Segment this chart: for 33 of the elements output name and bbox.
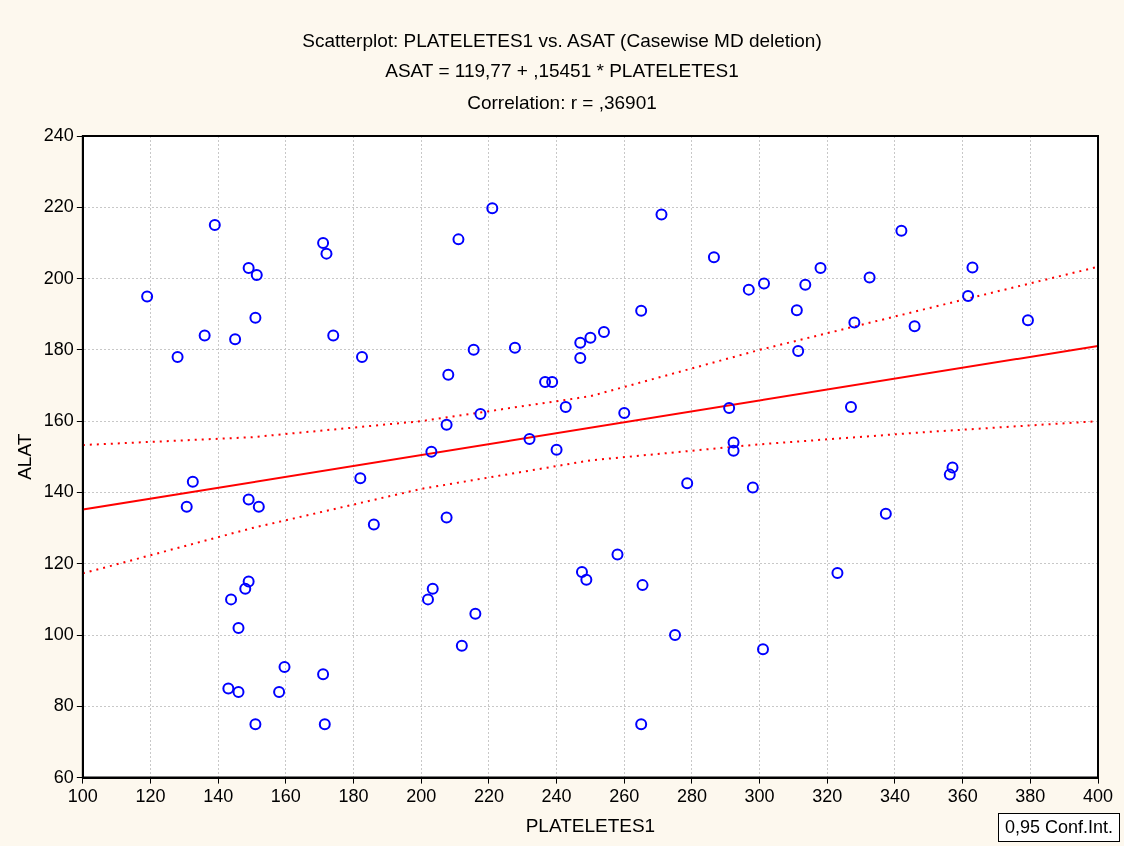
y-tick-label: 180 — [43, 338, 74, 359]
y-tick-label: 200 — [43, 267, 74, 288]
x-tick-label: 300 — [744, 786, 775, 807]
x-axis-title: PLATELETES1 — [525, 814, 656, 836]
x-tick-label: 280 — [676, 786, 707, 807]
x-tick-label: 140 — [203, 786, 234, 807]
text: 0,95 Conf.Int. — [997, 813, 1120, 842]
x-tick-label: 120 — [135, 786, 166, 807]
y-tick-label: 220 — [43, 196, 74, 217]
y-tick-label: 60 — [53, 766, 74, 787]
x-tick-label: 340 — [879, 786, 910, 807]
text: Correlation: r = ,36901 — [466, 92, 658, 114]
y-tick-label: 120 — [43, 552, 74, 573]
y-tick-label: 240 — [43, 124, 74, 145]
x-tick-label: 260 — [609, 786, 640, 807]
y-tick-label: 160 — [43, 410, 74, 431]
x-tick-label: 220 — [473, 786, 504, 807]
x-tick-label: 360 — [947, 786, 978, 807]
x-tick-label: 100 — [67, 786, 98, 807]
x-tick-label: 240 — [541, 786, 572, 807]
y-tick-label: 80 — [53, 695, 74, 716]
x-tick-label: 160 — [270, 786, 301, 807]
x-tick-label: 320 — [812, 786, 843, 807]
line-series — [82, 265, 1098, 447]
x-tick-label: 180 — [338, 786, 369, 807]
x-tick-label: 400 — [1082, 786, 1114, 807]
y-tick-label: 140 — [43, 481, 74, 502]
chart-subtitle: ASAT = 119,77 + ,15451 * PLATELETES1 — [384, 60, 740, 82]
chart-title: Scatterplot: PLATELETES1 vs. ASAT (Casewise MD deletion) — [301, 30, 823, 52]
y-tick-label: 100 — [43, 623, 74, 644]
y-axis-title: ALAT — [13, 433, 35, 480]
x-tick-label: 380 — [1015, 786, 1046, 807]
x-tick-label: 200 — [406, 786, 437, 807]
